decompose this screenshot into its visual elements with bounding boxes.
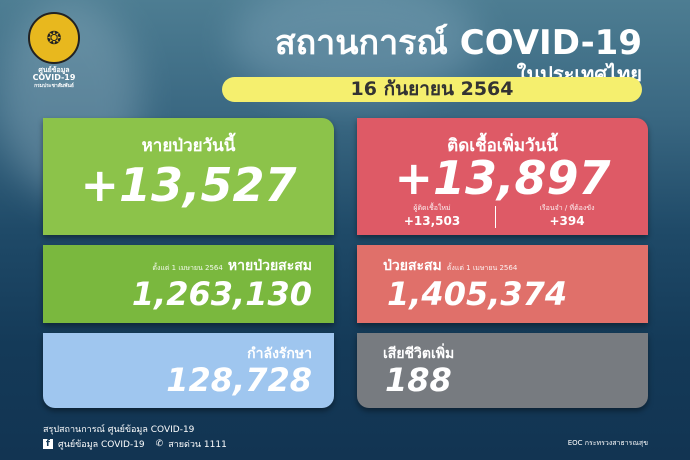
new-cases-label: ผู้ติดเชื้อใหม่ (413, 204, 451, 212)
hotline: สายด่วน 1111 (168, 440, 227, 450)
infected-total-label: ป่วยสะสม (383, 258, 442, 274)
deaths-label: เสียชีวิตเพิ่ม (383, 346, 455, 362)
infected-today-card: ติดเชื้อเพิ่มวันนี้ +13,897 ผู้ติดเชื้อใ… (357, 118, 648, 235)
prison-cases: เรือนจำ / ที่ต้องขัง +394 (507, 203, 627, 228)
recovered-today-value: +13,527 (80, 158, 297, 212)
logo-line: กรมประชาสัมพันธ์ (34, 83, 74, 89)
facebook-icon: f (43, 439, 53, 449)
logo-text: ศูนย์ข้อมูล COVID-19 กรมประชาสัมพันธ์ (18, 66, 90, 90)
page-title: สถานการณ์ COVID-19 (274, 23, 642, 63)
recovered-total-since: ตั้งแต่ 1 เมษายน 2564 (152, 264, 223, 272)
new-cases-value: +13,503 (403, 214, 461, 228)
infected-total-value: 1,405,374 (387, 275, 568, 313)
infected-today-value: +13,897 (394, 151, 611, 205)
divider (495, 206, 496, 228)
footer-summary: สรุปสถานการณ์ ศูนย์ข้อมูล COVID-19 (43, 425, 195, 435)
infected-today-label: ติดเชื้อเพิ่มวันนี้ (447, 136, 558, 156)
prison-cases-value: +394 (549, 214, 585, 228)
infected-total-since: ตั้งแต่ 1 เมษายน 2564 (446, 264, 518, 272)
recovered-total-value: 1,263,130 (131, 275, 312, 313)
deaths-card: เสียชีวิตเพิ่ม 188 (357, 333, 648, 408)
in-treatment-label: กำลังรักษา (247, 346, 312, 362)
in-treatment-value: 128,728 (166, 361, 312, 399)
footer-contacts: f ศูนย์ข้อมูล COVID-19 ✆ สายด่วน 1111 (43, 437, 227, 451)
logo-seal-icon: ❂ (28, 12, 80, 64)
infected-total-card: ป่วยสะสม ตั้งแต่ 1 เมษายน 2564 1,405,374 (357, 245, 648, 323)
new-cases: ผู้ติดเชื้อใหม่ +13,503 (377, 203, 487, 228)
facebook-page: ศูนย์ข้อมูล COVID-19 (58, 440, 145, 450)
logo-line: COVID-19 (32, 73, 76, 82)
recovered-total-card: ตั้งแต่ 1 เมษายน 2564 หายป่วยสะสม 1,263,… (43, 245, 334, 323)
recovered-today-card: หายป่วยวันนี้ +13,527 (43, 118, 334, 235)
phone-icon: ✆ (155, 439, 164, 449)
recovered-total-label: หายป่วยสะสม (227, 258, 312, 274)
logo-line: ศูนย์ข้อมูล (38, 66, 70, 74)
prison-cases-label: เรือนจำ / ที่ต้องขัง (539, 204, 595, 212)
date-banner: 16 กันยายน 2564 (222, 77, 642, 102)
deaths-value: 188 (385, 361, 452, 399)
in-treatment-card: กำลังรักษา 128,728 (43, 333, 334, 408)
recovered-today-label: หายป่วยวันนี้ (141, 136, 236, 156)
footer-source: EOC กระทรวงสาธารณสุข (567, 439, 648, 447)
